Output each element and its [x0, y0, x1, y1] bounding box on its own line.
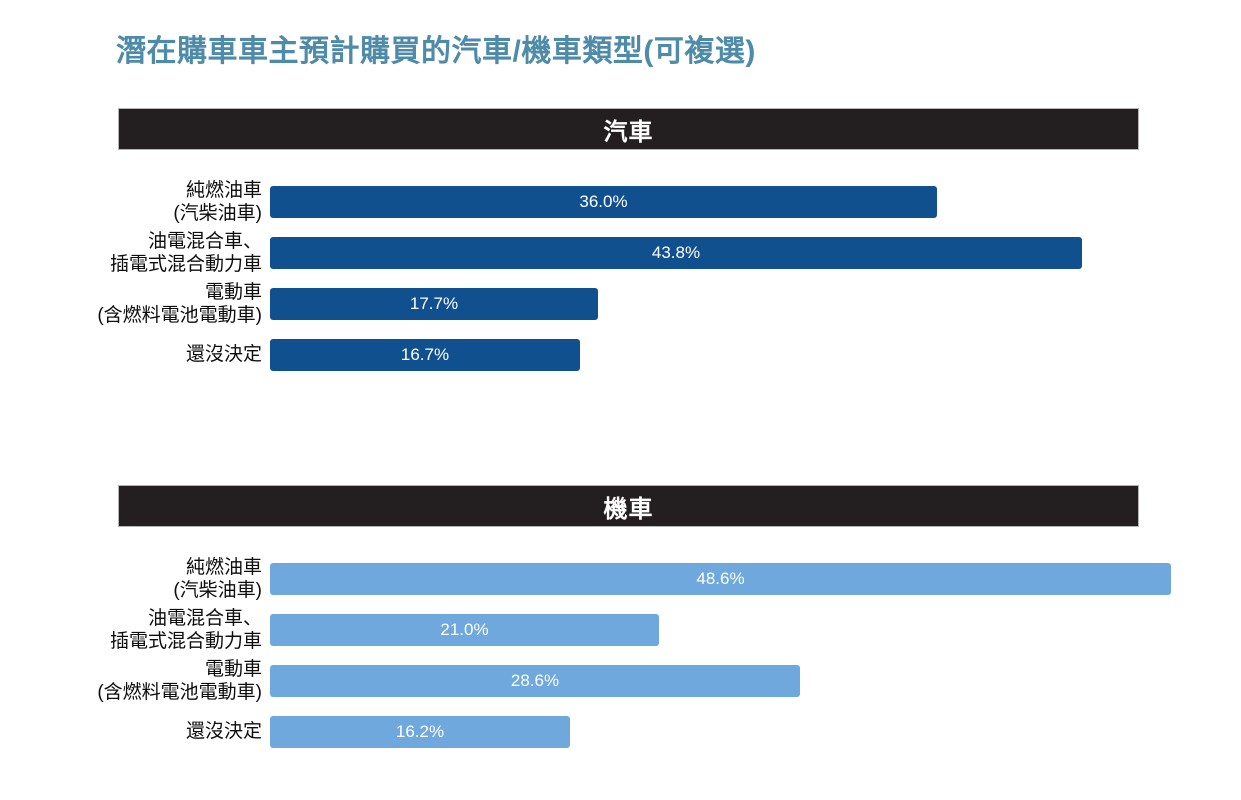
bar: 28.6%	[270, 664, 800, 697]
chart-row: 電動車 (含燃料電池電動車) 28.6%	[95, 655, 1215, 706]
bar-value-label: 43.8%	[651, 242, 701, 262]
chart-row: 油電混合車、 插電式混合動力車 21.0%	[95, 604, 1215, 655]
bar-value-label: 48.6%	[696, 568, 745, 588]
chart-row: 純燃油車 (汽柴油車) 48.6%	[95, 553, 1215, 604]
chart-row: 油電混合車、 插電式混合動力車 43.8%	[95, 227, 1215, 278]
category-label: 電動車 (含燃料電池電動車)	[97, 658, 262, 703]
category-label: 還沒決定	[185, 721, 262, 742]
bar: 16.7%	[270, 338, 580, 371]
bar: 17.7%	[270, 287, 598, 320]
category-label: 電動車 (含燃料電池電動車)	[97, 281, 262, 326]
category-label: 純燃油車 (汽柴油車)	[173, 556, 262, 601]
motorcycle-chart-title: 機車	[603, 495, 654, 523]
chart-row: 純燃油車 (汽柴油車) 36.0%	[95, 176, 1215, 227]
bar-value-label: 16.2%	[395, 721, 445, 741]
chart-row: 還沒決定 16.7%	[95, 329, 1215, 380]
bar-value-label: 21.0%	[440, 619, 489, 639]
car-chart-section: 汽車 純燃油車 (汽柴油車) 36.0% 油電混合車、 插電式混合動力車 43.8% 電動車…	[95, 108, 1215, 380]
bar-value-label: 36.0%	[579, 191, 628, 211]
chart-row: 電動車 (含燃料電池電動車) 17.7%	[95, 278, 1215, 329]
category-label: 純燃油車 (汽柴油車)	[173, 179, 262, 224]
bar-value-label: 28.6%	[510, 670, 560, 690]
bar: 36.0%	[270, 185, 937, 218]
motorcycle-chart-rows: 純燃油車 (汽柴油車) 48.6% 油電混合車、 插電式混合動力車 21.0% 電動車 (含燃…	[95, 553, 1215, 757]
page-title: 潛在購車車主預計購買的汽車/機車類型(可複選)	[116, 35, 756, 68]
bar: 16.2%	[270, 715, 570, 748]
category-label: 油電混合車、 插電式混合動力車	[109, 607, 262, 652]
chart-row: 還沒決定 16.2%	[95, 706, 1215, 757]
bar: 21.0%	[270, 613, 659, 646]
category-label: 油電混合車、 插電式混合動力車	[109, 230, 262, 275]
car-chart-title: 汽車	[603, 118, 654, 146]
bar-value-label: 16.7%	[400, 344, 450, 364]
bar: 43.8%	[270, 236, 1082, 269]
motorcycle-chart-section: 機車 純燃油車 (汽柴油車) 48.6% 油電混合車、 插電式混合動力車 21.0% 電動車…	[95, 485, 1215, 757]
category-label: 還沒決定	[185, 344, 262, 365]
car-chart-header: 汽車	[118, 108, 1139, 150]
bar-value-label: 17.7%	[409, 293, 459, 313]
motorcycle-chart-header: 機車	[118, 485, 1139, 527]
bar: 48.6%	[270, 562, 1171, 595]
car-chart-rows: 純燃油車 (汽柴油車) 36.0% 油電混合車、 插電式混合動力車 43.8% 電動車 (含燃…	[95, 176, 1215, 380]
